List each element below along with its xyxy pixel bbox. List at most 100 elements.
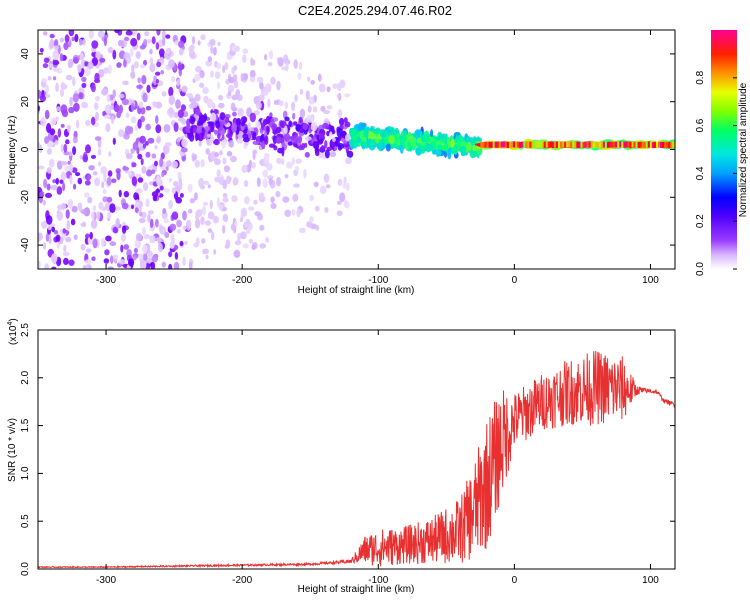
spectrogram-ridge-cell <box>537 141 541 148</box>
spectrogram-cell <box>261 122 264 131</box>
spectrogram-cell <box>107 170 113 177</box>
spectrogram-cell <box>297 72 302 81</box>
snr-multiplier-base: (x10 <box>8 325 19 345</box>
spectrogram-cell <box>217 132 221 139</box>
spectrogram-cell <box>136 84 144 90</box>
spectrogram-cell <box>349 138 355 146</box>
spectrogram-cell <box>337 143 345 149</box>
spectrogram-cell <box>165 166 169 171</box>
spectrogram-cell <box>140 64 146 69</box>
spectrogram-ridge-cell <box>637 141 641 148</box>
spectrogram-cell <box>98 68 105 78</box>
spectrogram-cell <box>315 150 320 157</box>
spectrogram-cell <box>155 124 162 134</box>
spectrogram-cell <box>270 76 276 85</box>
colorbar-tick-label: 0.6 <box>695 118 706 132</box>
spectrogram-cell <box>509 146 519 150</box>
spectrogram-ridge-cell <box>621 141 624 148</box>
spectrogram-cell <box>259 81 264 90</box>
spectrogram-cell <box>307 105 312 113</box>
spectrogram-cell <box>162 144 170 155</box>
spectrogram-cell <box>141 75 147 85</box>
spectrogram-ridge-cell <box>529 141 532 148</box>
spectrogram-cell <box>63 42 69 50</box>
spectrogram-cell <box>313 106 318 113</box>
spectrogram-cell <box>137 153 143 160</box>
spectrogram-cell <box>213 129 218 135</box>
spectrogram-cell <box>118 93 125 99</box>
spectrogram-cell <box>99 57 106 63</box>
spectrogram-cell <box>252 149 258 155</box>
spectrogram-cell <box>141 227 147 235</box>
spectrogram-cell <box>252 131 257 141</box>
spectrogram-ridge-cell <box>539 141 543 148</box>
spectrogram-cell <box>232 177 239 186</box>
spectrogram-cell <box>222 198 229 203</box>
spectrogram-cell <box>182 210 187 221</box>
y-tick-label: 0.0 <box>20 562 31 576</box>
spectrogram-cell <box>60 161 68 166</box>
spectrogram-cell <box>140 115 146 123</box>
spectrogram-cell <box>114 104 120 113</box>
spectrogram-cell <box>109 203 116 214</box>
spectrogram-cell <box>69 175 73 185</box>
spectrogram-cell <box>293 59 299 69</box>
spectrogram-cell <box>155 218 159 228</box>
spectrogram-cell <box>314 205 320 212</box>
spectrogram-cell <box>145 105 152 111</box>
spectrogram-ridge-cell <box>613 141 616 148</box>
spectrogram-cell <box>281 146 285 157</box>
spectrogram-cell <box>161 30 166 39</box>
spectrogram-cell <box>165 47 171 55</box>
spectrogram-ridge-cell <box>615 141 618 148</box>
spectrogram-cell <box>214 176 222 183</box>
spectrogram-cell <box>121 233 126 243</box>
spectrogram-cell <box>68 30 75 37</box>
spectrogram-ridge-cell <box>580 141 583 148</box>
spectrogram-cell <box>357 122 365 132</box>
spectrogram-ridge-cell <box>564 141 567 148</box>
spectrogram-cell <box>450 139 455 148</box>
y-tick-label: 40 <box>20 48 31 60</box>
spectrogram-cell <box>140 107 146 115</box>
spectrogram-cell <box>272 129 279 135</box>
spectrogram-cell <box>303 168 307 179</box>
spectrogram-cell <box>67 124 71 133</box>
spectrogram-cell <box>151 255 159 263</box>
spectrogram-cell <box>207 211 215 220</box>
spectrogram-cell <box>460 141 467 147</box>
spectrogram-cell <box>186 92 193 97</box>
spectrogram-cell <box>52 60 60 66</box>
spectrogram-cell <box>254 211 262 217</box>
spectrogram-cell <box>160 70 164 75</box>
spectrogram-cell <box>325 184 331 189</box>
spectrogram-cell <box>187 183 193 193</box>
spectrogram-cell <box>67 60 73 69</box>
spectrogram-cell <box>380 129 387 139</box>
spectrogram-ridge-cell <box>588 141 592 148</box>
spectrogram-cell <box>248 238 254 244</box>
spectrogram-cell <box>194 159 201 168</box>
spectrogram-cell <box>312 141 319 149</box>
spectrogram-cell <box>80 243 86 251</box>
spectrogram-ridge-cell <box>606 141 610 148</box>
spectrogram-cell <box>178 177 182 185</box>
x-tick-label: -100 <box>368 275 388 286</box>
spectrogram-ridge-cell <box>572 141 575 148</box>
spectrogram-cell <box>60 144 64 153</box>
spectrogram-cell <box>131 176 138 187</box>
spectrogram-ridge-cell <box>496 141 500 148</box>
spectrogram-ridge-cell <box>531 141 534 148</box>
spectrogram-cell <box>138 217 146 224</box>
colorbar-tick-label: 0.4 <box>695 166 706 180</box>
colorbar-tick-label: 0.2 <box>695 214 706 228</box>
spectrogram-cell <box>151 153 157 159</box>
spectrogram-cell <box>51 266 57 269</box>
spectrogram-ridge-cell <box>508 141 512 148</box>
spectrogram-cell <box>123 133 130 140</box>
spectrogram-cell <box>344 121 351 128</box>
spectrogram-cell <box>247 122 251 131</box>
spectrogram-cell <box>323 173 330 183</box>
spectrogram-cell <box>178 48 184 56</box>
spectrogram-cell <box>63 245 67 252</box>
